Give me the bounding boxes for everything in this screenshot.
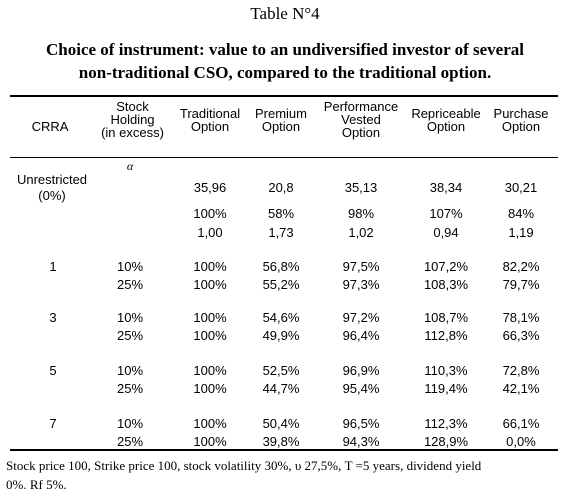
header-traditional-option: Traditional Option bbox=[179, 106, 241, 134]
crra-value: 1 bbox=[49, 259, 57, 274]
table-cell: 96,9% bbox=[342, 363, 380, 378]
unrestricted-pct-cell: 58% bbox=[267, 206, 295, 221]
table-cell: 110,3% bbox=[424, 363, 468, 378]
table-cell: 25% bbox=[116, 434, 144, 449]
table-cell: 108,3% bbox=[423, 277, 469, 292]
table-cell: 96,4% bbox=[342, 328, 380, 343]
table-cell: 96,5% bbox=[342, 416, 380, 431]
crra-value: 7 bbox=[49, 416, 57, 431]
table-cell: 95,4% bbox=[342, 381, 380, 396]
unrestricted-pct-cell: 100% bbox=[193, 206, 227, 221]
unrestricted-ratio-cell: 1,73 bbox=[268, 225, 294, 240]
footnote-line-2: 0%. Rf 5%. bbox=[6, 477, 67, 492]
table-cell: 97,2% bbox=[342, 310, 380, 325]
unrestricted-pct-cell: 98% bbox=[347, 206, 375, 221]
table-footnote: Stock price 100, Strike price 100, stock… bbox=[6, 456, 566, 494]
unrestricted-values-cell: 38,34 bbox=[429, 180, 463, 195]
table-cell: 108,7% bbox=[423, 310, 469, 325]
table-cell: 78,1% bbox=[502, 310, 540, 325]
header-repriceable-option: Repriceable Option bbox=[411, 106, 481, 134]
table-cell: 25% bbox=[116, 381, 144, 396]
results-table bbox=[10, 95, 558, 451]
table-cell: 10% bbox=[116, 416, 144, 431]
table-cell: 49,9% bbox=[262, 328, 300, 343]
table-cell: 66,1% bbox=[502, 416, 540, 431]
table-cell: 112,8% bbox=[424, 328, 468, 343]
table-cell: 100% bbox=[193, 416, 227, 431]
header-stock-holding: Stock Holding (in excess) bbox=[101, 99, 164, 140]
table-number: Table N°4 bbox=[250, 4, 320, 23]
header-purchase-option: Purchase Option bbox=[493, 106, 549, 134]
table-cell: 10% bbox=[116, 310, 144, 325]
table-cell: 72,8% bbox=[502, 363, 540, 378]
table-cell: 100% bbox=[193, 310, 227, 325]
table-cell: 100% bbox=[193, 363, 227, 378]
table-cell: 10% bbox=[116, 363, 144, 378]
header-rule bbox=[10, 157, 558, 158]
caption-line-1: Choice of instrument: value to an undive… bbox=[45, 40, 524, 59]
table-cell: 97,5% bbox=[342, 259, 380, 274]
table-caption: Choice of instrument: value to an undive… bbox=[0, 38, 570, 84]
footnote-line-1: Stock price 100, Strike price 100, stock… bbox=[6, 458, 482, 473]
table-cell: 100% bbox=[193, 328, 227, 343]
table-cell: 42,1% bbox=[502, 381, 540, 396]
unrestricted-ratio-cell: 1,19 bbox=[508, 225, 534, 240]
table-cell: 50,4% bbox=[262, 416, 300, 431]
table-cell: 100% bbox=[193, 259, 227, 274]
table-cell: 112,3% bbox=[424, 416, 468, 431]
table-cell: 128,9% bbox=[423, 434, 469, 449]
crra-unrestricted: Unrestricted (0%) bbox=[16, 172, 88, 203]
table-cell: 25% bbox=[116, 328, 144, 343]
table-cell: 10% bbox=[116, 259, 144, 274]
table-cell: 97,3% bbox=[342, 277, 380, 292]
unrestricted-pct-cell: 84% bbox=[507, 206, 535, 221]
table-cell: 56,8% bbox=[262, 259, 300, 274]
table-cell: 52,5% bbox=[262, 363, 300, 378]
table-cell: 79,7% bbox=[502, 277, 540, 292]
caption-line-2: non-traditional CSO, compared to the tra… bbox=[78, 63, 492, 82]
table-cell: 100% bbox=[193, 277, 227, 292]
table-cell: 44,7% bbox=[262, 381, 300, 396]
unrestricted-values-cell: 30,21 bbox=[504, 180, 538, 195]
table-cell: 94,3% bbox=[342, 434, 380, 449]
table-cell: 100% bbox=[193, 434, 227, 449]
table-cell: 119,4% bbox=[424, 381, 468, 396]
unrestricted-values-cell: 35,96 bbox=[193, 180, 227, 195]
alpha-symbol: α bbox=[126, 159, 134, 173]
header-premium-option: Premium Option bbox=[254, 106, 307, 134]
table-cell: 0,0% bbox=[506, 434, 536, 449]
table-cell: 55,2% bbox=[262, 277, 300, 292]
table-cell: 107,2% bbox=[423, 259, 469, 274]
unrestricted-values-cell: 35,13 bbox=[344, 180, 378, 195]
unrestricted-values-cell: 20,8 bbox=[268, 180, 294, 195]
header-performance-vested-option: Performance Vested Option bbox=[323, 99, 399, 140]
unrestricted-ratio-cell: 0,94 bbox=[433, 225, 459, 240]
header-crra: CRRA bbox=[31, 119, 69, 134]
table-cell: 66,3% bbox=[502, 328, 540, 343]
unrestricted-ratio-cell: 1,02 bbox=[348, 225, 374, 240]
unrestricted-ratio-cell: 1,00 bbox=[197, 225, 223, 240]
crra-value: 5 bbox=[49, 363, 57, 378]
table-cell: 39,8% bbox=[262, 434, 300, 449]
unrestricted-pct-cell: 107% bbox=[429, 206, 463, 221]
table-cell: 54,6% bbox=[262, 310, 300, 325]
table-cell: 100% bbox=[193, 381, 227, 396]
crra-value: 3 bbox=[49, 310, 57, 325]
table-cell: 25% bbox=[116, 277, 144, 292]
table-cell: 82,2% bbox=[502, 259, 540, 274]
